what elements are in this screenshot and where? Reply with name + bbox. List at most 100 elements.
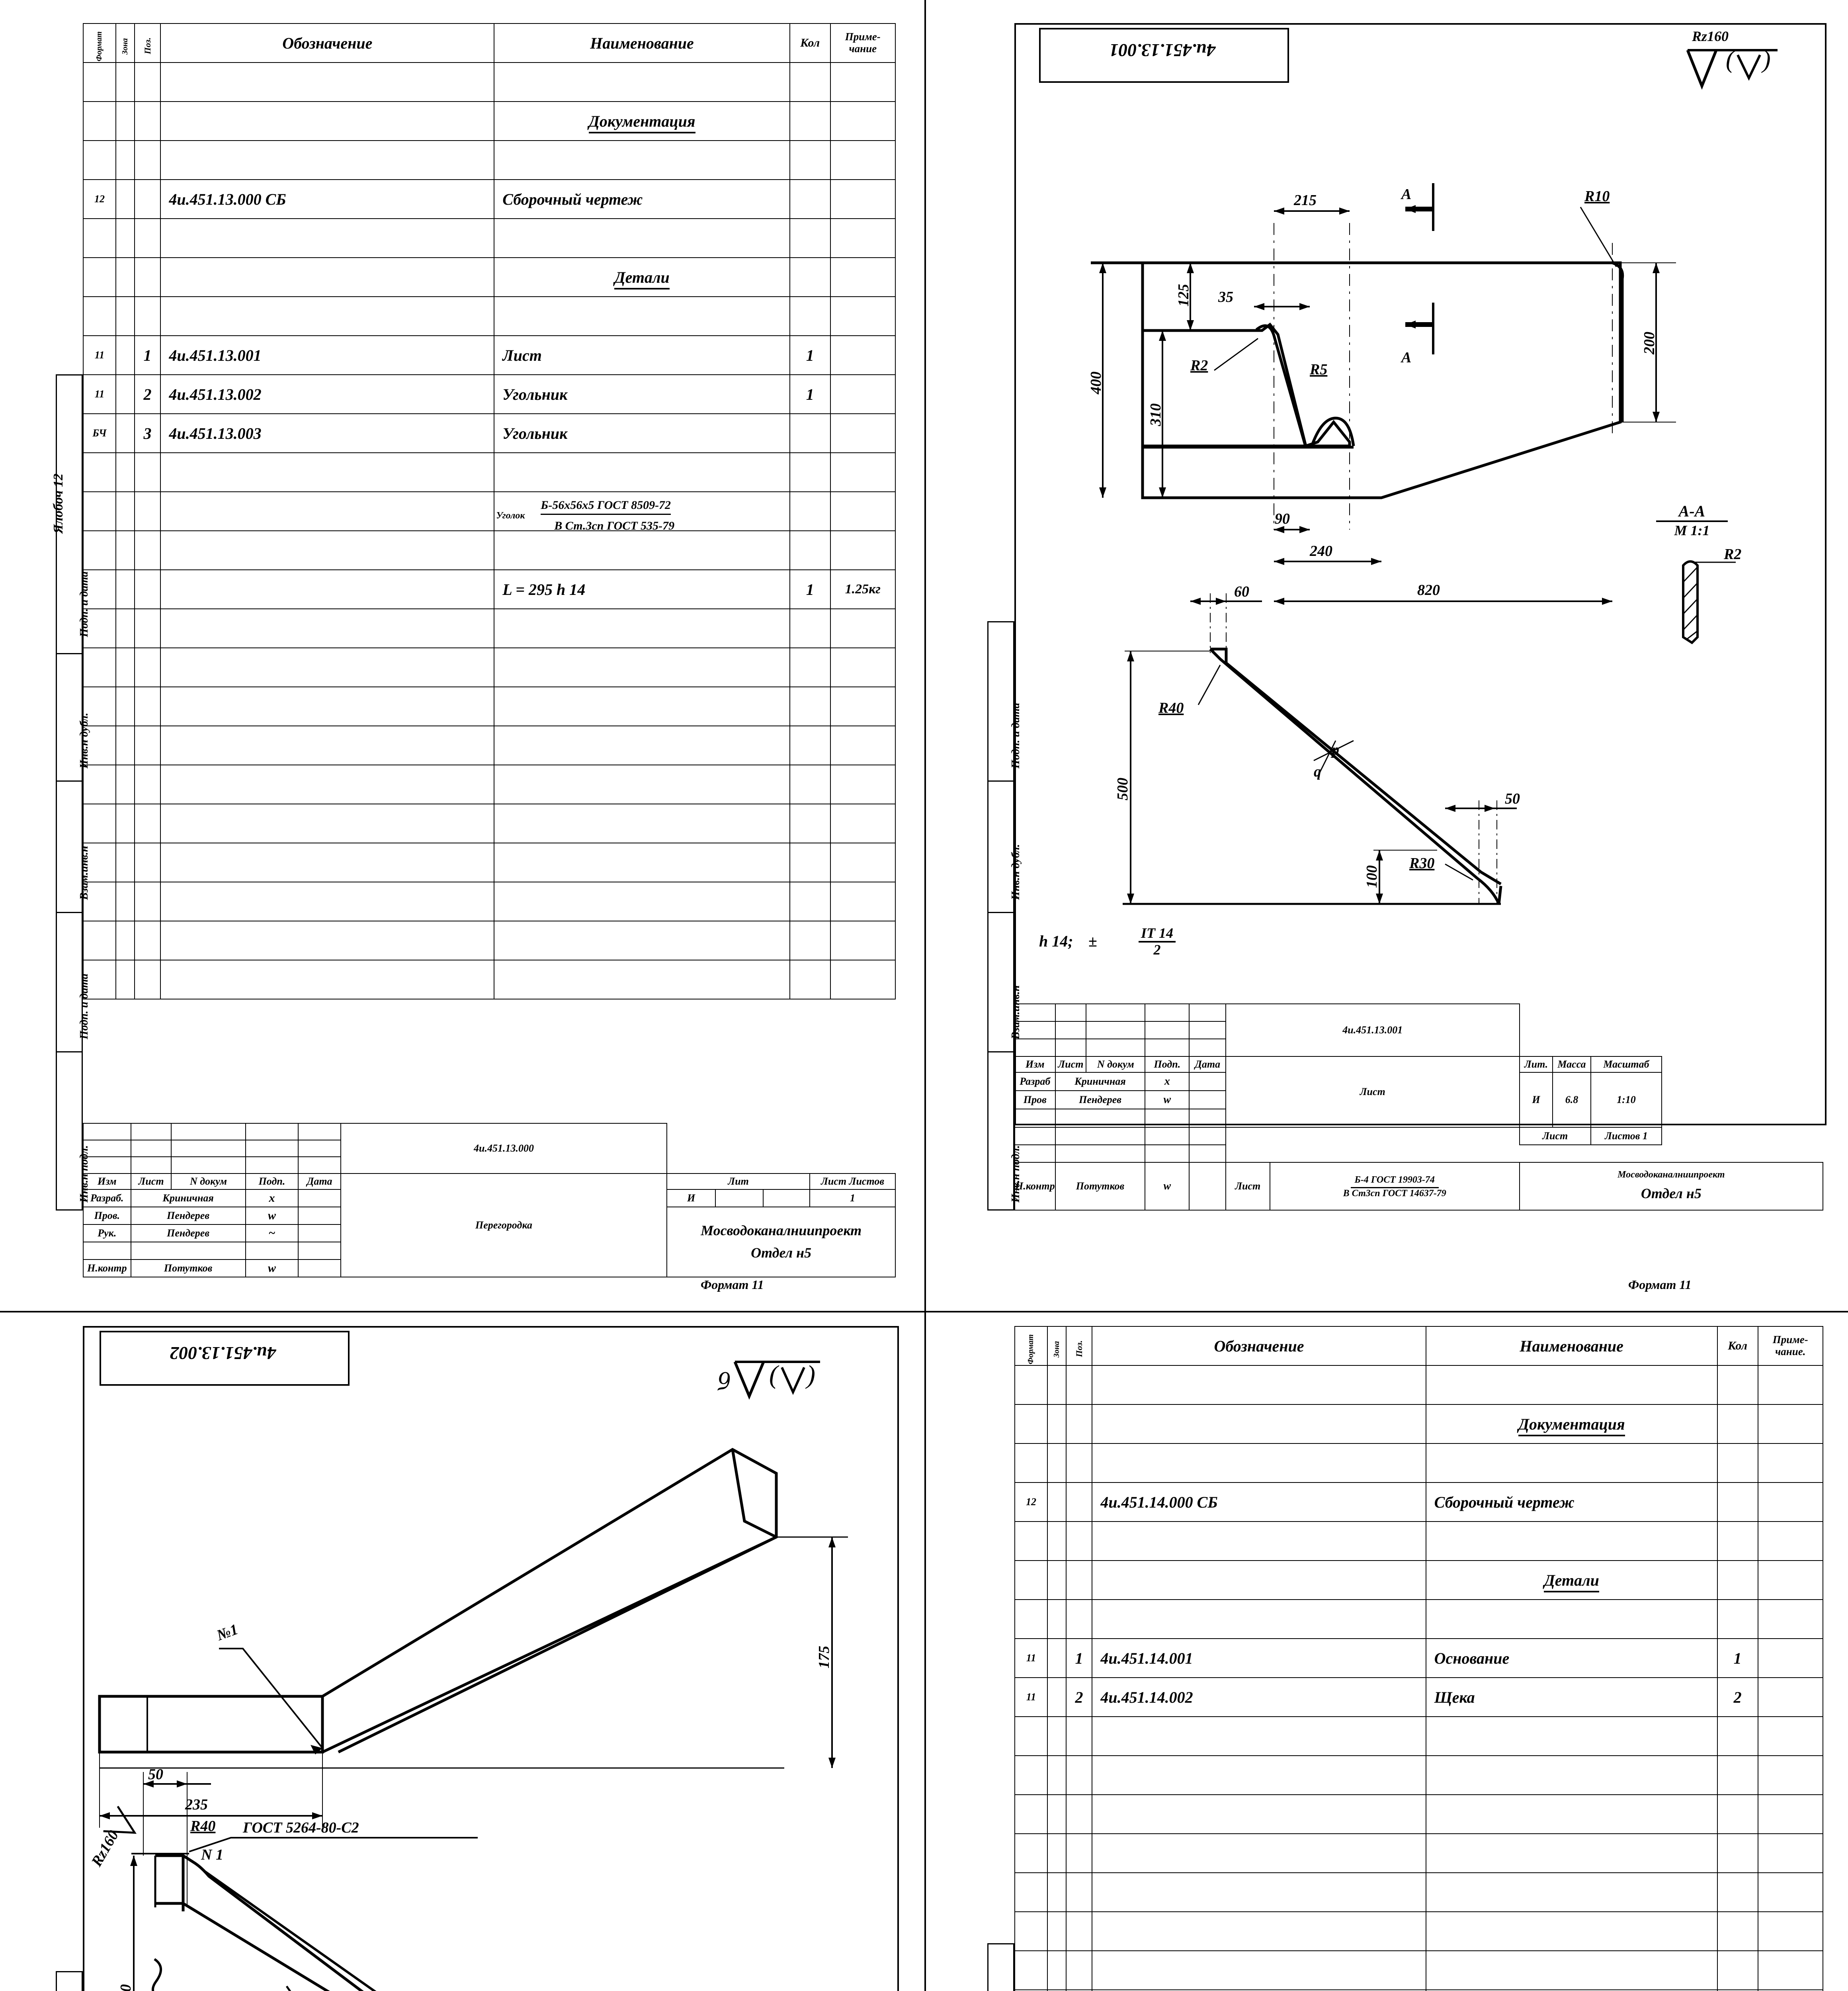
stamp-signature-razrab: x xyxy=(245,1189,299,1207)
stamp2-dept: Отдел н5 xyxy=(1641,1185,1701,1202)
svg-text:R5: R5 xyxy=(1309,361,1327,378)
tolerance-numerator: IT 14 xyxy=(1139,925,1176,943)
margin-column-left-3 xyxy=(56,1971,83,1991)
section-header-parts: Детали xyxy=(614,268,670,289)
tolerance-denominator: 2 xyxy=(1153,942,1161,958)
drawing-frame-3 xyxy=(83,1326,899,1991)
margin-column-left-4 xyxy=(987,1943,1014,1991)
cell-format: 12 xyxy=(83,179,116,219)
stamp-designation: 4и.451.13.000 xyxy=(340,1123,668,1174)
stamp-hdr-data: Дата xyxy=(298,1173,341,1190)
svg-text:240: 240 xyxy=(1309,543,1332,559)
svg-text:(: ( xyxy=(769,1360,779,1389)
svg-text:820: 820 xyxy=(1417,582,1440,598)
stamp2-hdr-data: Дата xyxy=(1189,1056,1226,1073)
th-format: Формат xyxy=(83,23,116,63)
svg-text:360: 360 xyxy=(117,1984,134,1991)
stamp2-prov-label: Пров xyxy=(1014,1090,1056,1109)
format-footer-2: Формат 11 xyxy=(1628,1277,1692,1292)
front-view-2: 215 35 125 310 400 200 90 240 xyxy=(1088,183,1676,605)
th4-zona: Зона xyxy=(1047,1326,1067,1366)
svg-text:R2: R2 xyxy=(1190,357,1208,374)
stamp2-massa-value: 6.8 xyxy=(1552,1072,1591,1128)
tolerance-note-2: h 14; ± IT 14 2 xyxy=(1039,925,1176,958)
title-block-1: 4и.451.13.000 Изм Лист N докум Подп. Дат… xyxy=(83,1123,896,1277)
svg-text:310: 310 xyxy=(1147,403,1164,426)
svg-text:90: 90 xyxy=(1275,510,1290,527)
stamp2-hdr-list2: Лист xyxy=(1519,1127,1591,1145)
th4-poz: Поз. xyxy=(1065,1326,1093,1366)
material-prefix: Уголок xyxy=(496,510,525,521)
length-note: 1.25кг xyxy=(830,569,896,609)
roughness-symbol-3: б ( ) xyxy=(717,1360,820,1400)
stamp2-nkontr-label: Н.контр xyxy=(1014,1162,1056,1211)
stamp-hdr-izm: Изм xyxy=(83,1173,131,1190)
svg-text:60: 60 xyxy=(1234,583,1249,600)
svg-text:175: 175 xyxy=(816,1646,832,1668)
cell4-poz: 2 xyxy=(1065,1677,1093,1717)
svg-text:215: 215 xyxy=(1293,192,1317,209)
th4-name: Наименование xyxy=(1425,1326,1718,1366)
part-label-2: 4и.451.13.001 xyxy=(1109,40,1216,61)
stamp2-signature-prov: w xyxy=(1145,1090,1190,1109)
stamp-hdr-ndocum: N докум xyxy=(171,1173,246,1190)
svg-text:p: p xyxy=(1330,741,1339,758)
stamp2-mat-line1: Б-4 ГОСТ 19903-74 xyxy=(1350,1175,1439,1188)
margin-column-left xyxy=(56,374,83,1211)
th-name: Наименование xyxy=(494,23,790,63)
quadrant-specification-kronshtein: Подп. и дата Инв.н дубл. Взам.инв.н Инв.… xyxy=(928,1314,1848,1991)
cell-note xyxy=(830,374,896,414)
svg-text:50: 50 xyxy=(1505,790,1520,807)
cell4-qty: 1 xyxy=(1717,1638,1758,1678)
stamp2-signature-nkontr: w xyxy=(1145,1162,1190,1211)
cell-name: Угольник xyxy=(494,413,790,453)
table-row: 11 2 4и.451.13.002 Угольник 1 xyxy=(83,374,896,414)
stamp-hdr-listov: Лист Листов xyxy=(809,1173,896,1190)
stamp2-hdr-lit: Лит. xyxy=(1519,1056,1553,1073)
svg-text:35: 35 xyxy=(1218,289,1233,305)
stamp-row-nkontr-name: Потутков xyxy=(130,1259,246,1277)
cell4-format: 12 xyxy=(1014,1482,1048,1522)
stamp-row-nkontr-label: Н.контр xyxy=(83,1259,131,1277)
stamp-signature-prov: w xyxy=(245,1207,299,1225)
stamp2-hdr-podp: Подп. xyxy=(1145,1056,1190,1073)
stamp-hdr-list: Лист xyxy=(130,1173,172,1190)
stamp2-prov-name: Пендерев xyxy=(1055,1090,1146,1109)
svg-text:б: б xyxy=(717,1367,731,1395)
cell4-poz xyxy=(1065,1482,1093,1522)
spec-table-1: Формат Зона Поз. Обозначение Наименовани… xyxy=(83,23,896,999)
stamp2-lit-value: И xyxy=(1519,1072,1553,1128)
th-qty: Кол xyxy=(789,23,831,63)
cell4-name: Щека xyxy=(1425,1677,1718,1717)
svg-text:q: q xyxy=(1314,763,1321,780)
cell-format: 11 xyxy=(83,335,116,375)
side-view-3: 50 R40 N 1 ГОСТ 5264-80-С2 360 620 xyxy=(117,1766,478,1991)
margin-column-left-2 xyxy=(987,621,1014,1211)
cell-poz xyxy=(134,179,161,219)
roughness-value-2: Rz160 xyxy=(1692,28,1729,44)
side-view-2: 60 500 R40 p q 50 100 R30 xyxy=(1114,583,1520,905)
stamp2-hdr-listov: Листов 1 xyxy=(1590,1127,1662,1145)
quadrant-specification-peregorodka: Подп. и дата Инв.н дубл. Взам.инв.н Подп… xyxy=(0,0,924,1310)
th-note: Приме-чание xyxy=(830,23,896,63)
stamp2-org: Мосводоканалниипроект xyxy=(1617,1170,1725,1180)
svg-text:N 1: N 1 xyxy=(201,1846,223,1863)
stamp-row-ruk-label: Рук. xyxy=(83,1224,131,1242)
cell-name: Угольник xyxy=(494,374,790,414)
length-qty: 1 xyxy=(789,569,831,609)
section-aa-scale: М 1:1 xyxy=(1674,522,1710,538)
table-row: 12 4и.451.13.000 СБ Сборочный чертеж xyxy=(83,179,896,219)
cell4-format: 11 xyxy=(1014,1677,1048,1717)
cell-note xyxy=(830,335,896,375)
stamp2-razrab-name: Криничная xyxy=(1055,1072,1146,1091)
svg-text:235: 235 xyxy=(185,1796,208,1813)
th4-designation: Обозначение xyxy=(1092,1326,1426,1366)
cell-qty: 1 xyxy=(789,335,831,375)
stamp-row-razrab-label: Разраб. xyxy=(83,1189,131,1207)
table-row: 11 1 4и.451.14.001 Основание 1 xyxy=(1014,1638,1824,1678)
stamp-hdr-lit: Лит xyxy=(666,1173,811,1190)
section-aa-shape-2: R2 xyxy=(1682,546,1741,644)
material-line1: Б-56х56х5 ГОСТ 8509-72 xyxy=(541,499,671,515)
section4-header-parts: Детали xyxy=(1544,1571,1599,1592)
